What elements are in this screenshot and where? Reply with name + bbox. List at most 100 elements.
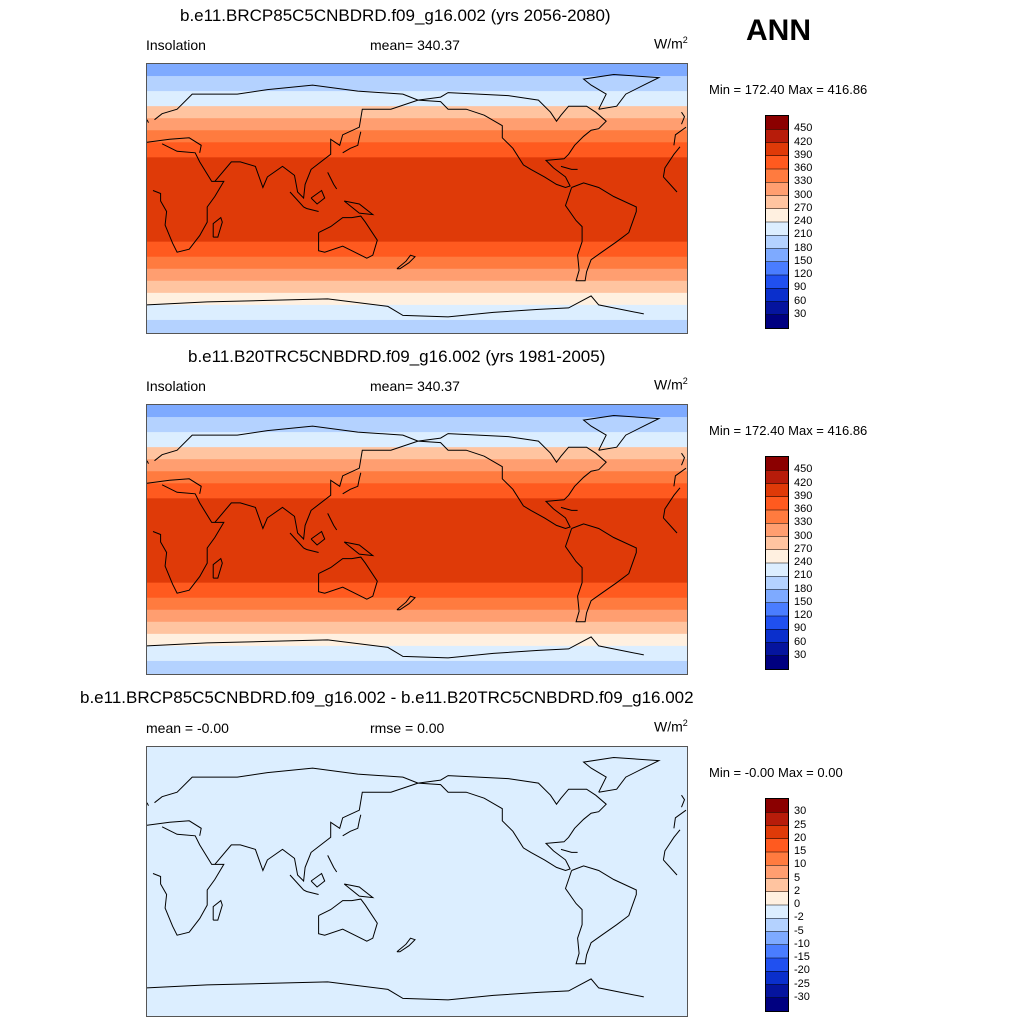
panel-3-units: W/m2 bbox=[654, 718, 688, 735]
coastline bbox=[212, 216, 223, 238]
coastline bbox=[342, 131, 362, 154]
panel-3-mean-label: mean = -0.00 bbox=[146, 720, 229, 736]
colorbar-tick-label: 270 bbox=[794, 201, 813, 214]
colorbar-swatch bbox=[766, 997, 788, 1011]
coastline bbox=[343, 200, 375, 216]
map-band bbox=[147, 64, 687, 77]
map-band bbox=[147, 525, 687, 569]
colorbar-swatch bbox=[766, 602, 788, 617]
colorbar-tick-label: -30 bbox=[794, 990, 810, 1003]
colorbar-tick-label: -2 bbox=[794, 911, 804, 924]
colorbar-swatch bbox=[766, 261, 788, 276]
colorbar-swatch bbox=[766, 155, 788, 170]
colorbar-swatch bbox=[766, 825, 788, 840]
colorbar-swatch bbox=[766, 208, 788, 223]
colorbar-tick-label: 300 bbox=[794, 529, 813, 542]
colorbar-swatch bbox=[766, 314, 788, 328]
colorbar-swatch bbox=[766, 235, 788, 249]
colorbar-tick-label: 0 bbox=[794, 898, 801, 910]
map-band bbox=[147, 405, 687, 418]
coastline bbox=[560, 506, 578, 511]
colorbar-swatch bbox=[766, 852, 788, 866]
panel-2-mean-label: mean= 340.37 bbox=[370, 378, 460, 394]
coastline bbox=[396, 254, 416, 270]
colorbar-tick-label: 90 bbox=[794, 281, 807, 294]
coastline bbox=[582, 73, 661, 110]
colorbar-swatch bbox=[766, 655, 788, 669]
coastline bbox=[147, 978, 644, 1001]
colorbar-tick-label: 180 bbox=[794, 241, 813, 254]
coastline bbox=[342, 472, 362, 495]
coastline bbox=[147, 478, 202, 494]
coastline bbox=[147, 794, 686, 808]
colorbar-tick-label: 30 bbox=[794, 648, 807, 661]
map-band bbox=[147, 226, 687, 243]
panel-2-map bbox=[146, 404, 688, 675]
colorbar-tick-label: 180 bbox=[794, 582, 813, 595]
colorbar-swatch bbox=[766, 838, 788, 853]
colorbar-tick-label: 300 bbox=[794, 188, 813, 201]
colorbar-swatch bbox=[766, 549, 788, 564]
map-band bbox=[147, 268, 687, 282]
colorbar-swatch bbox=[766, 248, 788, 263]
colorbar-swatch bbox=[766, 483, 788, 498]
colorbar-tick-label: 25 bbox=[794, 818, 807, 831]
colorbar-tick-label: 30 bbox=[794, 307, 807, 320]
coastline bbox=[560, 848, 578, 853]
map-band bbox=[147, 157, 687, 185]
colorbar-swatch bbox=[766, 536, 788, 551]
map-band bbox=[147, 130, 687, 143]
coastline bbox=[564, 182, 637, 282]
colorbar-tick-label: 420 bbox=[794, 476, 813, 489]
coastline bbox=[318, 215, 378, 259]
colorbar-swatch bbox=[766, 275, 788, 289]
coastline bbox=[582, 414, 661, 451]
colorbar-tick-label: 270 bbox=[794, 542, 813, 555]
coastline bbox=[152, 143, 681, 253]
coastline bbox=[560, 165, 578, 170]
coastline bbox=[564, 523, 637, 623]
colorbar-tick-label: -20 bbox=[794, 964, 810, 977]
colorbar-swatch bbox=[766, 222, 788, 236]
panel-3-map bbox=[146, 746, 688, 1017]
colorbar-tick-label: 2 bbox=[794, 884, 801, 897]
colorbar-swatch bbox=[766, 182, 788, 196]
panel-2-units: W/m2 bbox=[654, 376, 688, 393]
colorbar-tick-label: -25 bbox=[794, 977, 810, 990]
colorbar-swatch bbox=[766, 589, 788, 604]
map-band bbox=[147, 142, 687, 158]
coastline bbox=[147, 820, 202, 836]
panel-3-colorbar bbox=[765, 798, 789, 1012]
colorbar-tick-label: 10 bbox=[794, 858, 807, 871]
map-band bbox=[147, 292, 687, 306]
colorbar-tick-label: 150 bbox=[794, 595, 813, 608]
coastline bbox=[310, 872, 326, 888]
map-band bbox=[147, 609, 687, 623]
coastline bbox=[212, 899, 223, 921]
coastline bbox=[154, 425, 687, 487]
colorbar-swatch bbox=[766, 169, 788, 183]
colorbar-swatch bbox=[766, 918, 788, 932]
map-band bbox=[147, 417, 687, 433]
map-band bbox=[147, 621, 687, 635]
colorbar-tick-label: 120 bbox=[794, 268, 813, 280]
colorbar-tick-label: 420 bbox=[794, 135, 813, 148]
map-band bbox=[147, 447, 687, 460]
coastline bbox=[310, 530, 326, 546]
panel-1-minmax: Min = 172.40 Max = 416.86 bbox=[709, 82, 868, 97]
map-band bbox=[147, 118, 687, 131]
coastline bbox=[212, 557, 223, 579]
colorbar-swatch bbox=[766, 799, 788, 813]
coastline bbox=[327, 172, 338, 190]
coastline bbox=[327, 513, 338, 531]
colorbar-swatch bbox=[766, 129, 788, 143]
colorbar-swatch bbox=[766, 510, 788, 524]
coastline bbox=[318, 556, 378, 600]
coastline bbox=[289, 532, 319, 553]
coastline bbox=[214, 440, 419, 541]
coastline bbox=[289, 191, 319, 212]
coastline bbox=[214, 782, 419, 883]
panel-3-minmax: Min = -0.00 Max = 0.00 bbox=[709, 765, 843, 780]
colorbar-swatch bbox=[766, 865, 788, 879]
colorbar-swatch bbox=[766, 457, 788, 471]
